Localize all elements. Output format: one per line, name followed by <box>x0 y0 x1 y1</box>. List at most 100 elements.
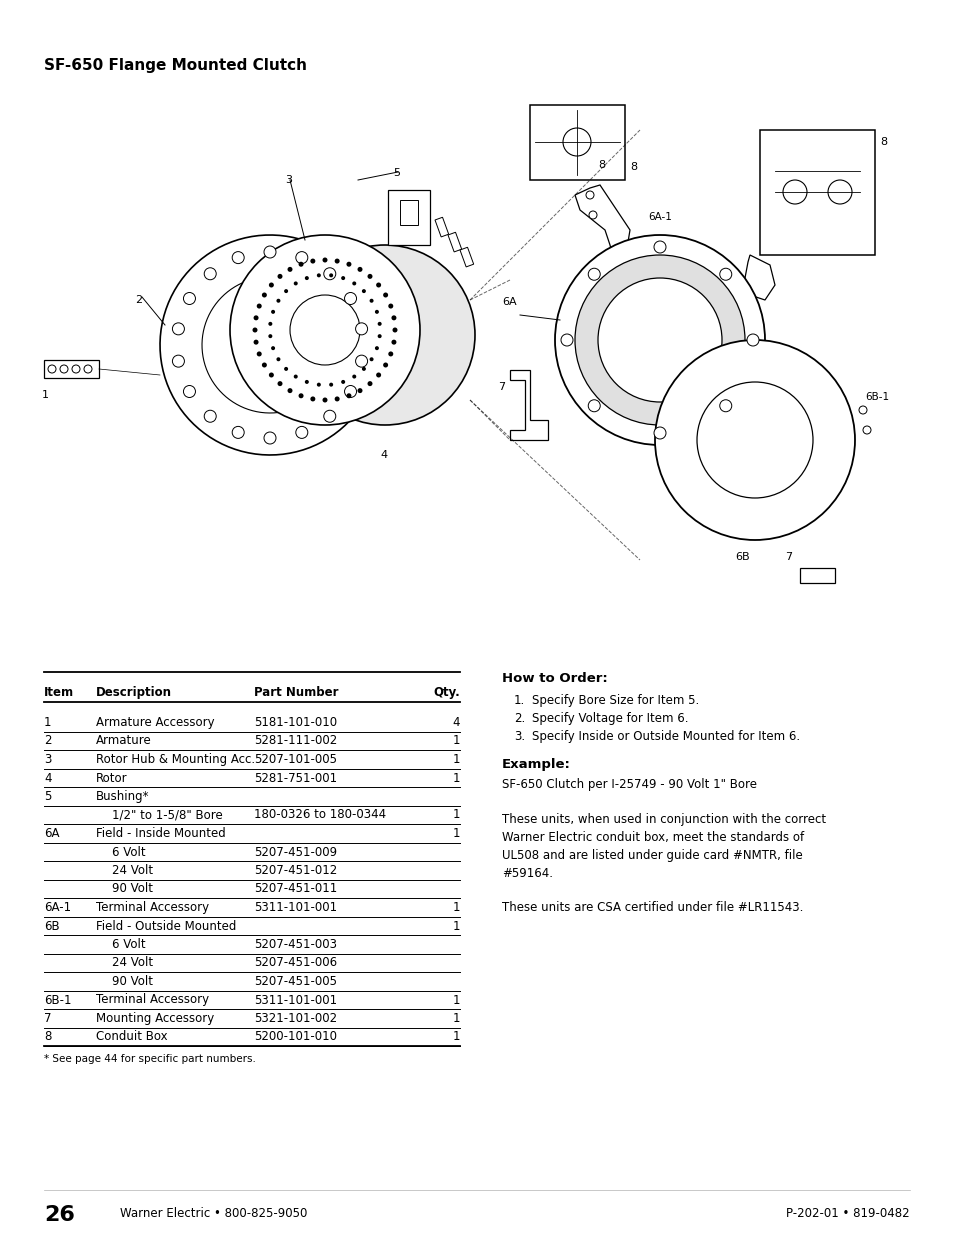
Text: 5207-451-003: 5207-451-003 <box>253 939 336 951</box>
Text: 1: 1 <box>452 1030 459 1044</box>
Circle shape <box>361 367 366 370</box>
Text: 5: 5 <box>44 790 51 803</box>
Text: 1: 1 <box>452 827 459 840</box>
Circle shape <box>562 128 590 156</box>
Text: 6A-1: 6A-1 <box>647 212 671 222</box>
Text: Field - Inside Mounted: Field - Inside Mounted <box>96 827 226 840</box>
Circle shape <box>172 356 184 367</box>
Text: 8: 8 <box>879 137 886 147</box>
Text: 1: 1 <box>42 390 49 400</box>
Circle shape <box>322 258 327 263</box>
Circle shape <box>256 352 261 357</box>
Circle shape <box>392 327 397 332</box>
Circle shape <box>295 426 308 438</box>
Text: 6A: 6A <box>44 827 59 840</box>
Circle shape <box>262 363 267 368</box>
Bar <box>800 568 834 583</box>
Circle shape <box>183 385 195 398</box>
Circle shape <box>284 367 288 370</box>
Circle shape <box>204 268 216 280</box>
Text: 2: 2 <box>135 295 142 305</box>
Circle shape <box>172 322 184 335</box>
Text: 90 Volt: 90 Volt <box>112 974 152 988</box>
Text: 1: 1 <box>452 772 459 784</box>
Circle shape <box>383 293 388 298</box>
Circle shape <box>256 304 261 309</box>
Circle shape <box>264 432 275 445</box>
Circle shape <box>84 366 91 373</box>
Text: 5207-451-005: 5207-451-005 <box>253 974 336 988</box>
Circle shape <box>204 410 216 422</box>
Text: 24 Volt: 24 Volt <box>112 956 153 969</box>
Text: These units are CSA certified under file #LR11543.: These units are CSA certified under file… <box>501 902 802 914</box>
Text: 26: 26 <box>44 1205 74 1225</box>
Circle shape <box>560 333 573 346</box>
Circle shape <box>269 283 274 288</box>
Circle shape <box>277 382 282 387</box>
Circle shape <box>575 254 744 425</box>
Circle shape <box>377 322 381 326</box>
Circle shape <box>719 268 731 280</box>
Text: Example:: Example: <box>501 758 570 771</box>
Circle shape <box>800 485 809 495</box>
Circle shape <box>588 268 599 280</box>
Circle shape <box>827 180 851 204</box>
Text: 6B-1: 6B-1 <box>864 391 888 403</box>
Circle shape <box>369 299 374 303</box>
Text: 5207-451-006: 5207-451-006 <box>253 956 336 969</box>
Text: 1: 1 <box>44 716 51 729</box>
Text: Terminal Accessory: Terminal Accessory <box>96 993 209 1007</box>
Text: 1: 1 <box>452 753 459 766</box>
Polygon shape <box>744 254 774 300</box>
Text: 5281-111-002: 5281-111-002 <box>253 735 337 747</box>
Text: 1: 1 <box>452 1011 459 1025</box>
Circle shape <box>48 366 56 373</box>
Text: 7: 7 <box>44 1011 51 1025</box>
Text: 2.: 2. <box>514 713 525 725</box>
Circle shape <box>355 305 415 366</box>
Text: 6 Volt: 6 Volt <box>112 846 146 858</box>
Circle shape <box>375 283 381 288</box>
Circle shape <box>697 382 812 498</box>
Circle shape <box>383 363 388 368</box>
Circle shape <box>352 374 355 379</box>
Text: Rotor Hub & Mounting Acc.: Rotor Hub & Mounting Acc. <box>96 753 254 766</box>
Circle shape <box>361 289 366 293</box>
Circle shape <box>341 277 345 280</box>
Text: * See page 44 for specific part numbers.: * See page 44 for specific part numbers. <box>44 1053 255 1065</box>
Text: Field - Outside Mounted: Field - Outside Mounted <box>96 920 236 932</box>
Text: 1: 1 <box>452 809 459 821</box>
Circle shape <box>391 315 396 320</box>
Text: 1: 1 <box>452 902 459 914</box>
Text: 2: 2 <box>44 735 51 747</box>
Text: 5200-101-010: 5200-101-010 <box>253 1030 336 1044</box>
Text: Specify Voltage for Item 6.: Specify Voltage for Item 6. <box>532 713 688 725</box>
Text: 4: 4 <box>379 450 387 459</box>
Circle shape <box>369 357 374 362</box>
Circle shape <box>323 410 335 422</box>
Bar <box>399 200 417 225</box>
Circle shape <box>232 252 244 263</box>
Circle shape <box>268 322 272 326</box>
Circle shape <box>310 258 315 263</box>
Circle shape <box>585 191 594 199</box>
Text: 5207-451-011: 5207-451-011 <box>253 883 337 895</box>
Circle shape <box>355 356 367 367</box>
Circle shape <box>588 400 599 411</box>
Circle shape <box>316 273 320 278</box>
Text: 8: 8 <box>629 162 637 172</box>
Circle shape <box>329 383 333 387</box>
Circle shape <box>284 289 288 293</box>
Circle shape <box>782 180 806 204</box>
Circle shape <box>346 262 351 267</box>
Circle shape <box>375 310 378 314</box>
Bar <box>459 247 474 267</box>
Text: 6B: 6B <box>44 920 59 932</box>
Circle shape <box>329 273 333 278</box>
Circle shape <box>277 274 282 279</box>
Circle shape <box>377 335 381 338</box>
Text: Specify Inside or Outside Mounted for Item 6.: Specify Inside or Outside Mounted for It… <box>532 730 800 743</box>
Text: 8: 8 <box>44 1030 51 1044</box>
Circle shape <box>60 366 68 373</box>
Text: 1: 1 <box>452 993 459 1007</box>
